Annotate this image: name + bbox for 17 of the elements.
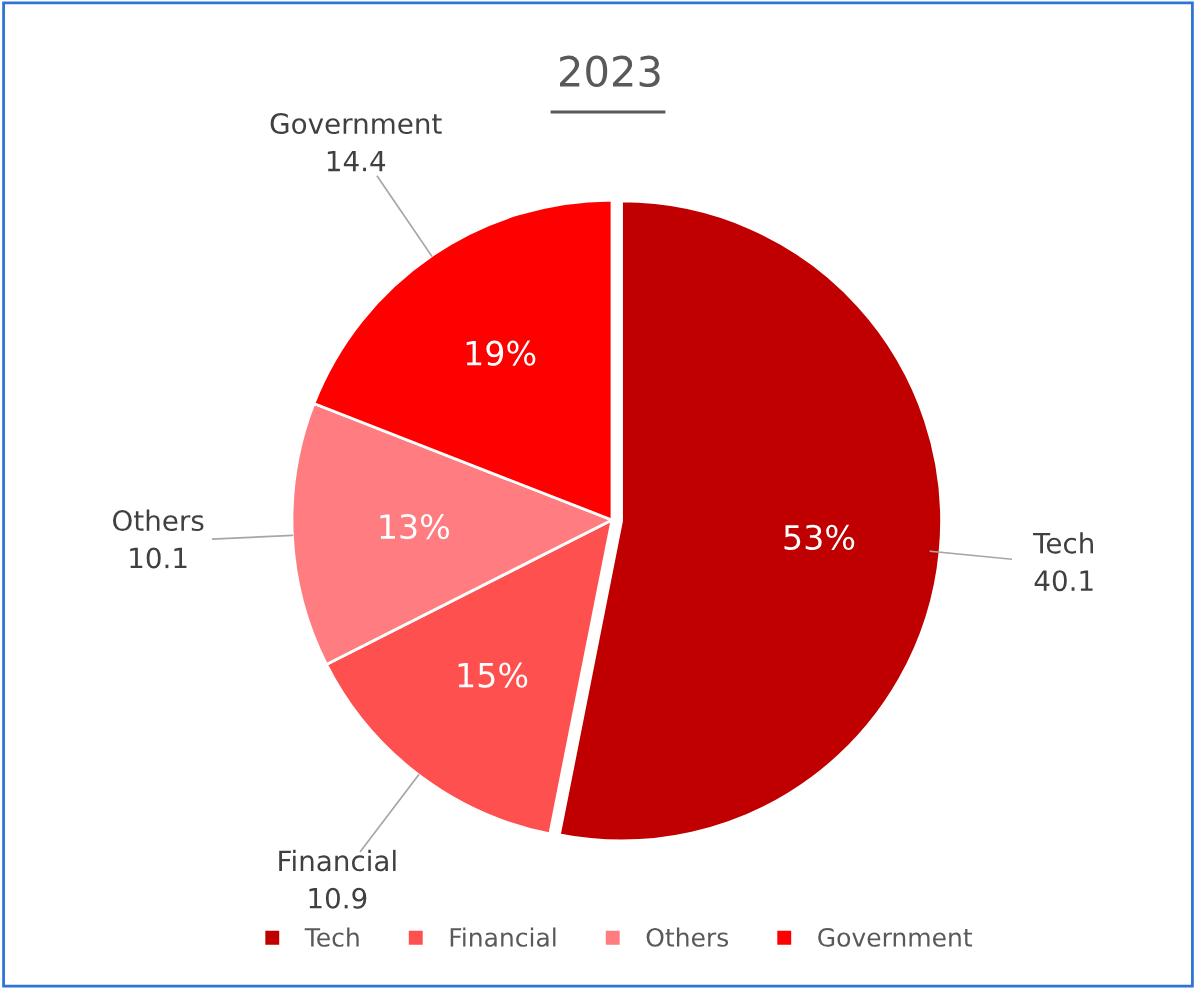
legend-label: Government [818,927,973,947]
data-label: 40.1 [1034,570,1093,592]
chart-title: 2023 [559,55,660,88]
slice-label: Tech [1033,532,1093,554]
text: 53% [784,524,855,550]
data-label: 14.4 [327,150,386,172]
legend-label: Tech [304,927,359,947]
data-label: 10.1 [130,547,187,569]
slice-label: Government [270,113,442,135]
text: 13% [380,513,450,540]
slice-label: Others [113,509,204,532]
text: 19% [466,340,536,366]
legend-label: Others [646,927,729,947]
data-label: 10.9 [309,887,367,909]
legend-label: Financial [450,927,556,947]
slice-label: Financial [279,849,396,872]
text: 15% [458,662,528,688]
